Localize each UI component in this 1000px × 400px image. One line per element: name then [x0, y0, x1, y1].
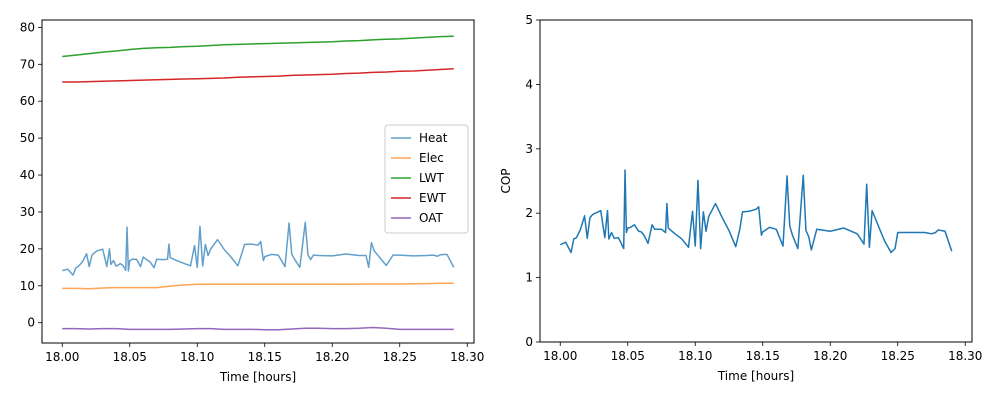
- right-x-tick-label: 18.05: [611, 349, 645, 363]
- right-x-tick-label: 18.30: [948, 349, 982, 363]
- left-y-tick-label: 80: [20, 20, 35, 34]
- left-y-tick-label: 60: [20, 94, 35, 108]
- left-plot-frame: [41, 19, 475, 344]
- left-x-tick-label: 18.00: [45, 350, 79, 364]
- left-x-tick-label: 18.05: [113, 350, 147, 364]
- right-y-tick-label: 2: [525, 206, 533, 220]
- left-x-tick-label: 18.25: [383, 350, 417, 364]
- right-chart: 18.00 18.05 18.10 18.15 18.20 18.25 18.30 0 1 2 3…: [499, 13, 982, 383]
- left-x-tick-label: 18.20: [315, 350, 349, 364]
- right-y-tick-label: 3: [525, 142, 533, 156]
- right-y-tick-label: 5: [525, 13, 533, 27]
- left-y-ticks: 0 10 20 30 40 50 60 70 80: [20, 20, 42, 330]
- left-series-layer: [62, 35, 455, 331]
- left-x-tick-label: 18.30: [450, 350, 484, 364]
- right-x-ticks: 18.00 18.05 18.10 18.15 18.20 18.25 18.30: [543, 342, 982, 363]
- left-series-line-heat: [62, 221, 455, 276]
- right-plot-frame: [539, 19, 973, 343]
- left-y-tick-label: 70: [20, 57, 35, 71]
- right-series-line-series: [559, 169, 953, 254]
- right-y-tick-label: 0: [525, 335, 533, 349]
- left-y-tick-label: 50: [20, 131, 35, 145]
- legend-label-elec: Elec: [419, 151, 444, 165]
- right-x-tick-label: 18.25: [881, 349, 915, 363]
- left-x-tick-label: 18.15: [248, 350, 282, 364]
- right-y-tick-label: 1: [525, 271, 533, 285]
- right-x-tick-label: 18.10: [678, 349, 712, 363]
- left-y-tick-label: 0: [27, 316, 35, 330]
- left-series-line-ewt: [62, 67, 454, 83]
- left-x-axis-label: Time [hours]: [219, 370, 296, 384]
- right-x-tick-label: 18.15: [746, 349, 780, 363]
- left-series-line-oat: [62, 326, 454, 331]
- left-series-line-elec: [62, 282, 454, 290]
- legend-box: [384, 124, 469, 234]
- right-y-tick-label: 4: [525, 77, 533, 91]
- right-x-tick-label: 18.00: [543, 349, 577, 363]
- left-y-tick-label: 40: [20, 168, 35, 182]
- left-x-ticks: 18.00 18.05 18.10 18.15 18.20 18.25 18.30: [45, 343, 484, 364]
- left-y-tick-label: 30: [20, 205, 35, 219]
- left-x-tick-label: 18.10: [180, 350, 214, 364]
- right-x-axis-label: Time [hours]: [717, 369, 794, 383]
- legend-label-ewt: EWT: [419, 191, 446, 205]
- right-y-axis-label: COP: [499, 168, 513, 193]
- left-legend: Heat Elec LWT EWT OAT: [384, 124, 469, 234]
- right-x-tick-label: 18.20: [813, 349, 847, 363]
- left-y-tick-label: 10: [20, 279, 35, 293]
- legend-label-oat: OAT: [419, 211, 444, 225]
- right-series-layer: [559, 169, 953, 254]
- right-y-ticks: 0 1 2 3 4 5: [525, 13, 540, 349]
- left-series-line-lwt: [62, 35, 454, 58]
- legend-label-heat: Heat: [419, 131, 448, 145]
- legend-label-lwt: LWT: [419, 171, 444, 185]
- left-y-tick-label: 20: [20, 242, 35, 256]
- left-chart: 18.00 18.05 18.10 18.15 18.20 18.25 18.30 0 10 2…: [20, 19, 484, 384]
